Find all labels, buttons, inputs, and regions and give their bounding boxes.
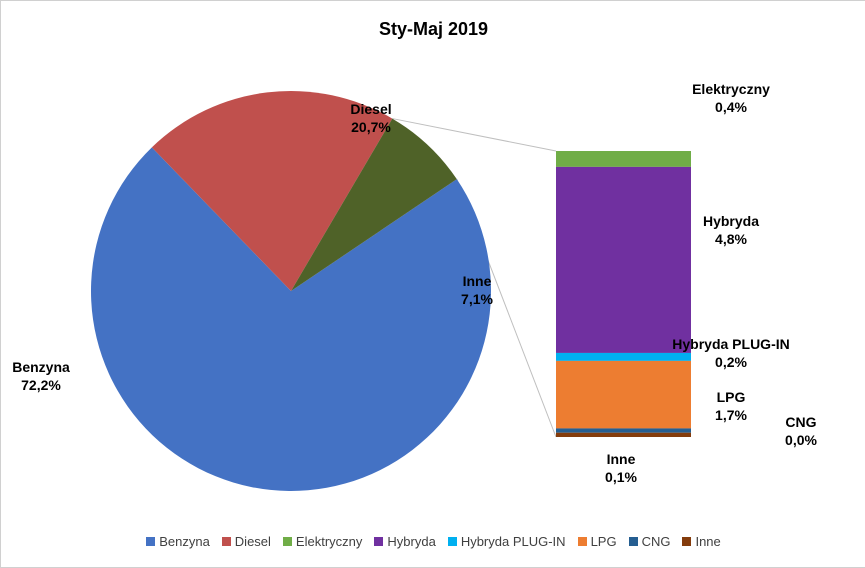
legend-item-lpg: LPG — [578, 534, 617, 549]
pie-chart — [81, 81, 501, 501]
label-pct-inne_grp: 7,1% — [461, 291, 493, 307]
label-pct-cng: 0,0% — [785, 432, 817, 448]
legend-swatch-elektryczny — [283, 537, 292, 546]
legend-swatch-benzyna — [146, 537, 155, 546]
label-inne_grp: Inne 7,1% — [461, 273, 493, 308]
label-pct-inne: 0,1% — [605, 469, 637, 485]
legend: Benzyna Diesel Elektryczny Hybryda Hybryda P… — [1, 534, 865, 549]
label-name-cng: CNG — [785, 414, 816, 430]
bar-segment-elektryczny — [556, 151, 691, 167]
label-inne: Inne 0,1% — [605, 451, 637, 486]
legend-label-hybryda: Hybryda — [387, 534, 435, 549]
bar-segment-hybryda — [556, 167, 691, 353]
label-name-hybryda: Hybryda — [703, 213, 759, 229]
label-name-inne: Inne — [607, 451, 636, 467]
legend-swatch-hybryda — [374, 537, 383, 546]
bar-segment-inne — [556, 433, 691, 437]
label-name-hybryda_plugin: Hybryda PLUG-IN — [672, 336, 789, 352]
label-name-benzyna: Benzyna — [12, 359, 70, 375]
label-name-elektryczny: Elektryczny — [692, 81, 770, 97]
legend-label-cng: CNG — [642, 534, 671, 549]
chart-title: Sty-Maj 2019 — [1, 19, 865, 40]
bar-segment-cng — [556, 428, 691, 432]
legend-item-benzyna: Benzyna — [146, 534, 210, 549]
label-hybryda: Hybryda 4,8% — [703, 213, 759, 248]
label-elektryczny: Elektryczny 0,4% — [692, 81, 770, 116]
bar-of-pie — [556, 151, 696, 441]
label-hybryda_plugin: Hybryda PLUG-IN 0,2% — [672, 336, 789, 371]
legend-item-diesel: Diesel — [222, 534, 271, 549]
label-pct-hybryda: 4,8% — [715, 231, 747, 247]
label-pct-benzyna: 72,2% — [21, 377, 61, 393]
legend-item-hybryda_plugin: Hybryda PLUG-IN — [448, 534, 566, 549]
label-pct-elektryczny: 0,4% — [715, 99, 747, 115]
legend-label-elektryczny: Elektryczny — [296, 534, 362, 549]
label-name-inne_grp: Inne — [463, 273, 492, 289]
legend-swatch-inne — [682, 537, 691, 546]
legend-item-cng: CNG — [629, 534, 671, 549]
legend-label-hybryda_plugin: Hybryda PLUG-IN — [461, 534, 566, 549]
legend-item-hybryda: Hybryda — [374, 534, 435, 549]
legend-label-lpg: LPG — [591, 534, 617, 549]
legend-swatch-hybryda_plugin — [448, 537, 457, 546]
label-lpg: LPG 1,7% — [715, 389, 747, 424]
label-name-lpg: LPG — [717, 389, 746, 405]
label-pct-hybryda_plugin: 0,2% — [715, 354, 747, 370]
legend-swatch-lpg — [578, 537, 587, 546]
legend-label-diesel: Diesel — [235, 534, 271, 549]
legend-swatch-cng — [629, 537, 638, 546]
legend-item-inne: Inne — [682, 534, 720, 549]
chart-container: Sty-Maj 2019 Benzyna 72,2% Diesel 20,7% Inne… — [0, 0, 865, 568]
bar-segment-lpg — [556, 361, 691, 429]
label-pct-diesel: 20,7% — [351, 119, 391, 135]
label-name-diesel: Diesel — [350, 101, 391, 117]
legend-label-inne: Inne — [695, 534, 720, 549]
label-pct-lpg: 1,7% — [715, 407, 747, 423]
label-cng: CNG 0,0% — [785, 414, 817, 449]
label-benzyna: Benzyna 72,2% — [12, 359, 70, 394]
bar-segment-hybryda_plugin — [556, 353, 691, 361]
legend-label-benzyna: Benzyna — [159, 534, 210, 549]
label-diesel: Diesel 20,7% — [350, 101, 391, 136]
legend-item-elektryczny: Elektryczny — [283, 534, 362, 549]
legend-swatch-diesel — [222, 537, 231, 546]
